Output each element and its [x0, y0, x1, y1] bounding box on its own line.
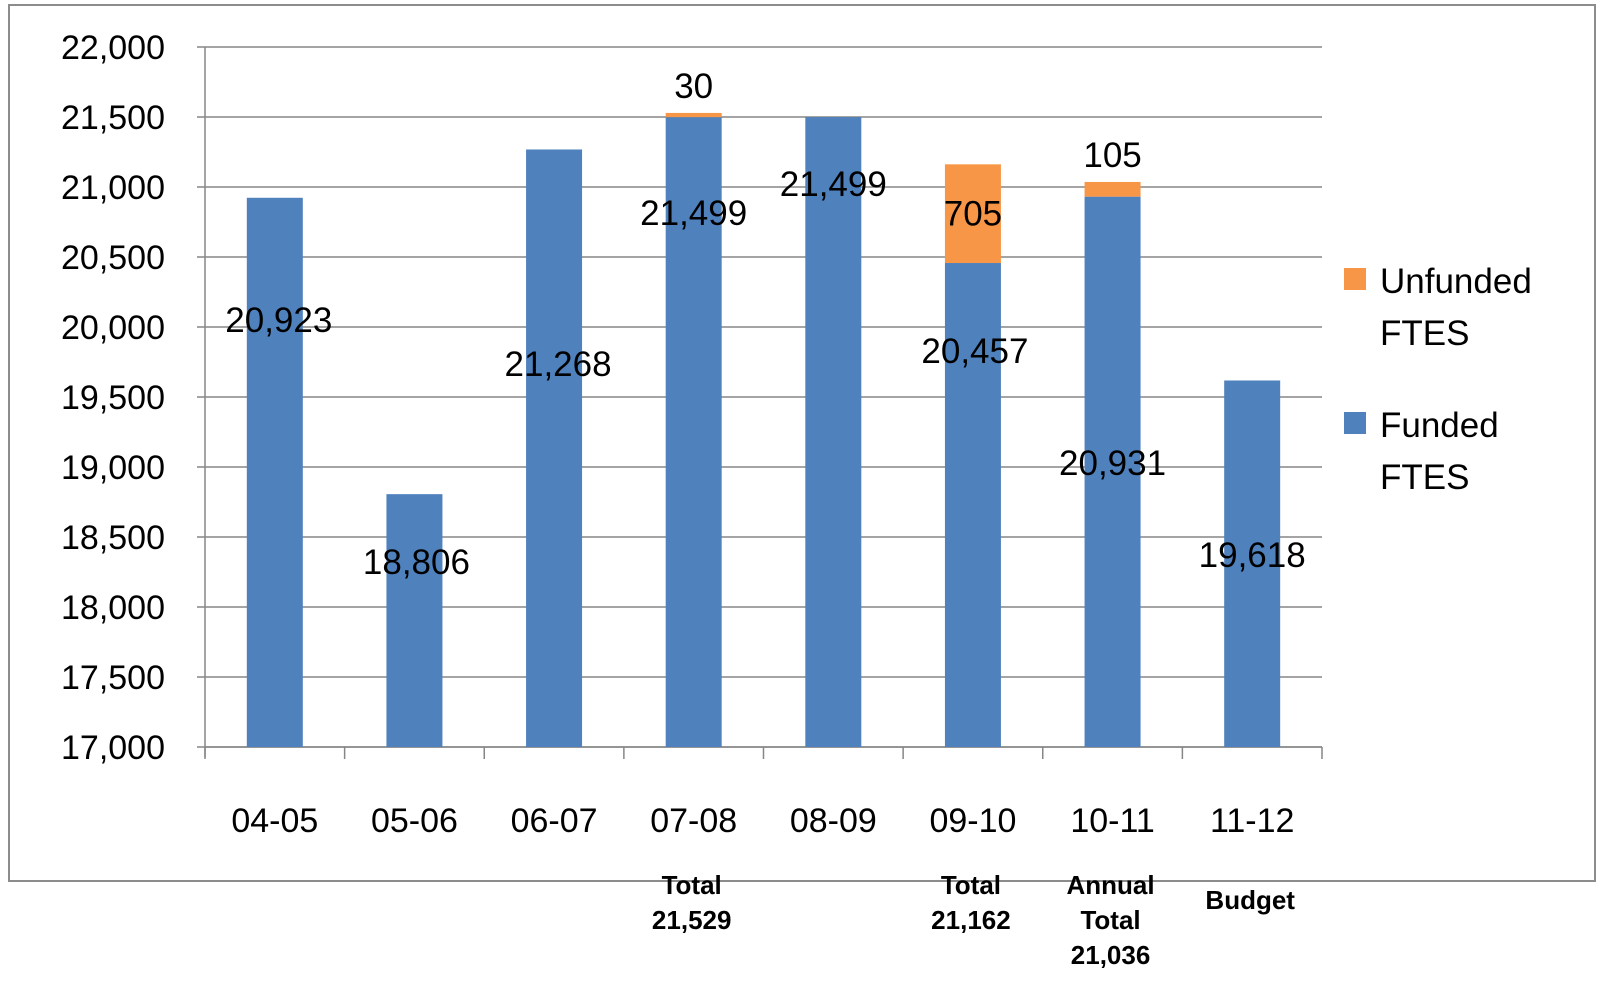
- legend-label: FTES: [1380, 458, 1469, 497]
- x-tick-label: 10-11: [1070, 802, 1154, 840]
- note-07-08: Total 21,529: [652, 868, 732, 938]
- bar-funded-10-11: [1084, 196, 1141, 747]
- note-line: 21,529: [651, 905, 732, 935]
- data-label-unfunded: 705: [944, 195, 1002, 234]
- bar-funded-08-09: [805, 117, 862, 747]
- y-tick-label: 19,000: [61, 449, 165, 487]
- data-label-funded: 21,499: [640, 194, 747, 233]
- note-line: Total: [940, 870, 1002, 900]
- data-label-funded: 18,806: [363, 543, 470, 582]
- bar-funded-04-05: [246, 197, 303, 747]
- note-10-11: Annual Total 21,036: [1067, 868, 1155, 973]
- note-line: Annual: [1066, 870, 1155, 900]
- chart-frame: 17,000 17,500 18,000 18,500 19,000 19,500 20,0…: [8, 4, 1596, 882]
- bar-funded-11-12: [1224, 380, 1281, 747]
- bar-funded-09-10: [944, 263, 1001, 747]
- x-tick-label: 05-06: [371, 802, 458, 840]
- y-tick-label: 17,500: [61, 659, 165, 697]
- bar-funded-07-08: [665, 117, 722, 747]
- x-tick-label: 11-12: [1210, 802, 1294, 840]
- data-label-funded: 20,457: [921, 332, 1028, 371]
- y-tick-label: 22,000: [61, 29, 165, 67]
- y-tick-label: 20,000: [61, 309, 165, 347]
- x-tick-label: 06-07: [511, 802, 598, 840]
- bar-unfunded-07-08: [665, 112, 722, 118]
- data-label-funded: 20,931: [1059, 444, 1166, 483]
- note-line: Budget: [1205, 885, 1295, 915]
- y-tick-label: 19,500: [61, 379, 165, 417]
- bar-unfunded-10-11: [1084, 181, 1141, 197]
- fte-bar-chart: 17,000 17,500 18,000 18,500 19,000 19,500 20,0…: [61, 29, 1532, 840]
- legend-swatch-funded: [1344, 412, 1366, 434]
- note-line: Total: [661, 870, 722, 900]
- y-tick-label: 18,500: [61, 519, 165, 557]
- y-tick-label: 20,500: [61, 239, 165, 277]
- note-line: Total: [1080, 905, 1141, 935]
- bar-funded-05-06: [386, 494, 443, 747]
- y-tick-label: 21,500: [61, 99, 165, 137]
- data-label-funded: 21,499: [780, 165, 887, 204]
- note-09-10: Total 21,162: [931, 868, 1011, 938]
- legend-label: FTES: [1380, 314, 1469, 353]
- note-line: 21,036: [1070, 940, 1151, 970]
- data-label-unfunded: 30: [674, 67, 713, 106]
- data-label-funded: 19,618: [1199, 536, 1306, 575]
- bar-funded-06-07: [526, 149, 583, 748]
- y-tick-label: 21,000: [61, 169, 165, 207]
- data-label-unfunded: 105: [1083, 136, 1141, 175]
- note-11-12: Budget: [1205, 883, 1295, 918]
- x-tick-label: 09-10: [929, 802, 1016, 840]
- bar-unfunded-09-10: [944, 164, 1001, 264]
- x-tick-label: 04-05: [231, 802, 318, 840]
- legend-swatch-unfunded: [1344, 268, 1366, 290]
- note-line: 21,162: [931, 905, 1011, 935]
- x-tick-label: 08-09: [790, 802, 877, 840]
- data-label-funded: 20,923: [225, 301, 332, 340]
- legend-label: Funded: [1380, 406, 1499, 445]
- legend-label: Unfunded: [1380, 262, 1532, 301]
- y-tick-label: 17,000: [61, 729, 165, 767]
- data-label-funded: 21,268: [505, 345, 612, 384]
- y-tick-label: 18,000: [61, 589, 165, 627]
- x-tick-label: 07-08: [650, 802, 737, 840]
